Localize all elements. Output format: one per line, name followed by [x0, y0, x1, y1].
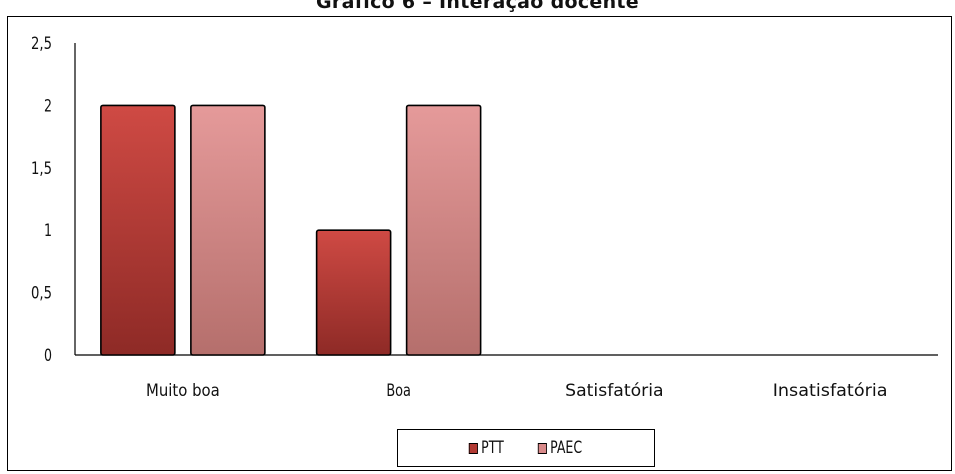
legend-label-paec: PAEC [550, 438, 583, 458]
y-tick-label: 1 [44, 221, 52, 241]
legend-label-ptt: PTT [480, 438, 504, 458]
y-tick-label: 0,5 [31, 284, 52, 304]
legend-swatch-ptt [468, 442, 478, 454]
legend-item-ptt: PTT [468, 438, 504, 458]
bar-ptt-1 [315, 229, 392, 356]
x-tick-labels: Muito boa Boa Satisfatória Insatisfatória [146, 381, 888, 401]
legend-item-paec: PAEC [538, 438, 582, 458]
x-tick-label: Boa [386, 381, 411, 401]
bar-paec-1 [405, 104, 482, 356]
legend: PTT PAEC [397, 429, 655, 467]
chart-title: Gráfico 6 – Interação docente [316, 0, 639, 13]
y-tick-labels: 0 0,5 1 1,5 2 2,5 [31, 34, 52, 366]
bar-paec-0 [190, 104, 266, 356]
y-tick-label: 2 [44, 96, 52, 116]
bar-ptt-0 [100, 104, 176, 356]
x-tick-label: Satisfatória [565, 381, 663, 401]
legend-swatch-paec [538, 442, 548, 454]
y-tick-label: 2,5 [31, 34, 52, 54]
y-tick-label: 1,5 [31, 159, 52, 179]
y-tick-label: 0 [44, 346, 52, 366]
bars [100, 104, 482, 356]
x-tick-label: Muito boa [146, 381, 220, 401]
x-tick-label: Insatisfatória [773, 381, 888, 401]
